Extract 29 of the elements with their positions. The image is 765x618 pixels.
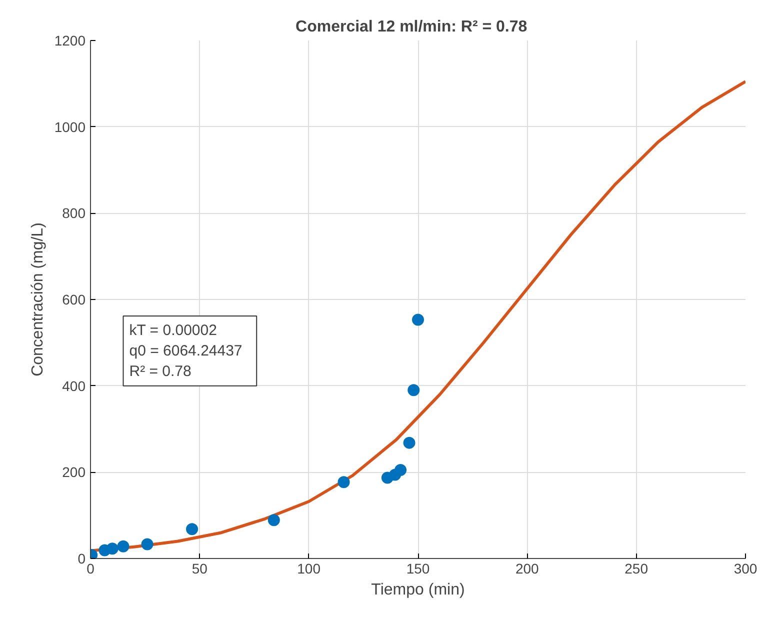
annotation: R² = 0.78 — [129, 362, 192, 380]
point — [408, 384, 420, 396]
y-tick-label: 0 — [78, 550, 86, 566]
point — [106, 542, 118, 555]
x-tick-label: 250 — [624, 560, 648, 576]
point — [141, 538, 154, 550]
x-tick-label: 50 — [192, 560, 208, 576]
point — [186, 523, 198, 536]
x-tick-label: 200 — [515, 560, 540, 576]
point — [403, 436, 416, 449]
y-axis-title: Concentración (mg/L) — [29, 222, 46, 376]
annotation: kT = 0.00002 — [129, 322, 217, 340]
x-tick-label: 300 — [734, 560, 758, 576]
x-tick-label: 100 — [297, 560, 321, 576]
y-tick-label: 600 — [62, 292, 86, 308]
point — [338, 476, 350, 488]
x-tick-label: 150 — [406, 560, 430, 576]
y-tick-label: 200 — [62, 464, 86, 480]
point — [394, 464, 407, 476]
point — [412, 314, 424, 326]
point — [117, 540, 130, 552]
x-axis-title: Tiempo (min) — [371, 582, 465, 598]
chart-title: Comercial 12 ml/min: R² = 0.78 — [296, 18, 528, 36]
y-tick-label: 400 — [62, 378, 86, 394]
y-tick-label: 1000 — [54, 118, 86, 135]
y-tick-label: 1200 — [54, 32, 86, 48]
point — [268, 514, 280, 526]
y-tick-label: 800 — [62, 205, 86, 222]
annotation: q0 = 6064.24437 — [129, 342, 242, 360]
